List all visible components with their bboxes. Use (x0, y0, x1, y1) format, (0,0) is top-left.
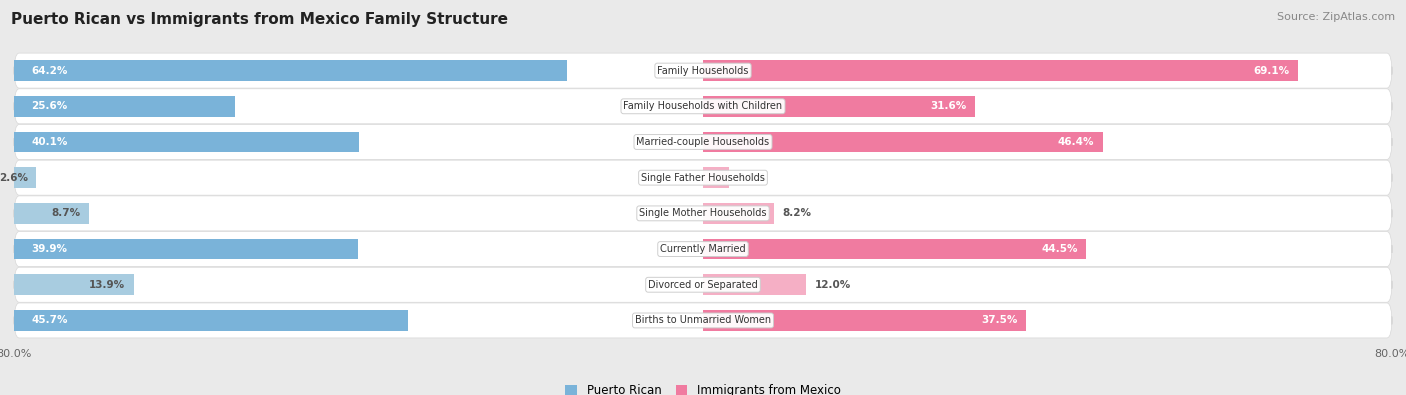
FancyBboxPatch shape (14, 53, 1392, 88)
Bar (703, 167, 728, 188)
Bar (14, 275, 134, 295)
FancyBboxPatch shape (14, 231, 1392, 267)
Text: Divorced or Separated: Divorced or Separated (648, 280, 758, 290)
Bar (14, 60, 567, 81)
Text: Family Households: Family Households (658, 66, 748, 75)
FancyBboxPatch shape (14, 303, 1392, 338)
Text: Puerto Rican vs Immigrants from Mexico Family Structure: Puerto Rican vs Immigrants from Mexico F… (11, 12, 508, 27)
Bar (14, 167, 37, 188)
Text: Married-couple Households: Married-couple Households (637, 137, 769, 147)
Legend: Puerto Rican, Immigrants from Mexico: Puerto Rican, Immigrants from Mexico (560, 378, 846, 395)
Text: Source: ZipAtlas.com: Source: ZipAtlas.com (1277, 12, 1395, 22)
Text: Single Mother Households: Single Mother Households (640, 209, 766, 218)
Text: 39.9%: 39.9% (31, 244, 67, 254)
Text: 3.0%: 3.0% (738, 173, 766, 182)
Text: 46.4%: 46.4% (1057, 137, 1094, 147)
Text: 37.5%: 37.5% (981, 316, 1018, 325)
Bar (14, 96, 235, 117)
Bar (703, 96, 976, 117)
FancyBboxPatch shape (14, 160, 1392, 195)
Bar (14, 132, 360, 152)
Bar (14, 310, 408, 331)
Text: 69.1%: 69.1% (1253, 66, 1289, 75)
Bar (14, 239, 357, 260)
Bar (703, 60, 1298, 81)
Bar (703, 275, 807, 295)
Text: 2.6%: 2.6% (0, 173, 28, 182)
FancyBboxPatch shape (14, 267, 1392, 302)
FancyBboxPatch shape (14, 89, 1392, 124)
Bar (703, 132, 1102, 152)
FancyBboxPatch shape (14, 124, 1392, 160)
Text: Family Households with Children: Family Households with Children (623, 101, 783, 111)
Bar (703, 239, 1087, 260)
Bar (703, 203, 773, 224)
Text: 13.9%: 13.9% (89, 280, 125, 290)
Text: 64.2%: 64.2% (31, 66, 67, 75)
Bar (14, 203, 89, 224)
Text: 31.6%: 31.6% (931, 101, 966, 111)
Text: 40.1%: 40.1% (31, 137, 67, 147)
Text: 45.7%: 45.7% (31, 316, 67, 325)
Text: Single Father Households: Single Father Households (641, 173, 765, 182)
Text: Currently Married: Currently Married (661, 244, 745, 254)
Text: Births to Unmarried Women: Births to Unmarried Women (636, 316, 770, 325)
Text: 25.6%: 25.6% (31, 101, 67, 111)
Bar (703, 310, 1026, 331)
FancyBboxPatch shape (14, 196, 1392, 231)
Text: 44.5%: 44.5% (1040, 244, 1077, 254)
Text: 8.2%: 8.2% (782, 209, 811, 218)
Text: 8.7%: 8.7% (51, 209, 80, 218)
Text: 12.0%: 12.0% (815, 280, 851, 290)
